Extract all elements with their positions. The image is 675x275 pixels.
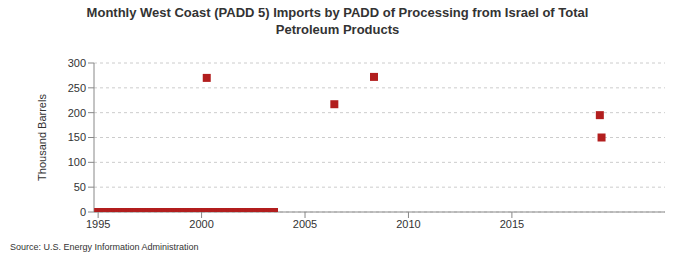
svg-text:250: 250 bbox=[68, 82, 86, 94]
svg-text:150: 150 bbox=[68, 131, 86, 143]
svg-text:0: 0 bbox=[80, 206, 86, 218]
html-text:Source: U.S. Energy Informatio: Source: U.S. Energy Information Administ… bbox=[10, 242, 199, 252]
html-text:Monthly West Coast (PADD 5) Im: Monthly West Coast (PADD 5) Imports by P… bbox=[86, 5, 589, 37]
svg-text:50: 50 bbox=[74, 181, 86, 193]
svg-text:2000: 2000 bbox=[189, 218, 213, 230]
svg-text:100: 100 bbox=[68, 156, 86, 168]
svg-text:2015: 2015 bbox=[500, 218, 524, 230]
svg-text:1995: 1995 bbox=[86, 218, 110, 230]
svg-text:Thousand Barrels: Thousand Barrels bbox=[36, 94, 48, 181]
svg-text:300: 300 bbox=[68, 57, 86, 69]
svg-text:2005: 2005 bbox=[293, 218, 317, 230]
svg-text:2010: 2010 bbox=[396, 218, 420, 230]
svg-text:200: 200 bbox=[68, 107, 86, 119]
